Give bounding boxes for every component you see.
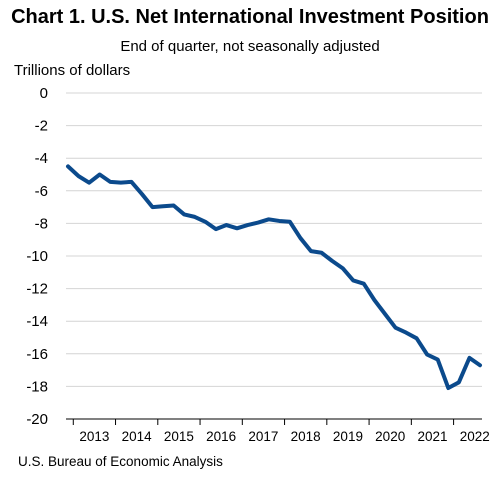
x-tick-label: 2021 <box>417 429 447 444</box>
x-tick-label: 2018 <box>291 429 321 444</box>
x-tick-label: 2019 <box>333 429 363 444</box>
y-tick-label: -2 <box>35 118 48 135</box>
y-axis-label: Trillions of dollars <box>14 62 131 79</box>
y-axis-ticks: 0 -2 -4 -6 -8 -10 -12 -14 -16 -18 -20 <box>26 85 48 428</box>
y-tick-label: -6 <box>35 183 48 200</box>
y-tick-label: -10 <box>26 248 48 265</box>
x-tick-label: 2014 <box>122 429 153 444</box>
y-tick-label: 0 <box>40 85 48 102</box>
y-tick-label: -8 <box>35 215 48 232</box>
series-group <box>66 164 482 391</box>
y-tick-label: -16 <box>26 346 48 363</box>
y-tick-label: -4 <box>35 150 48 167</box>
chart-subtitle: End of quarter, not seasonally adjusted <box>120 38 380 55</box>
y-tick-label: -14 <box>26 313 48 330</box>
x-tick-label: 2016 <box>206 429 236 444</box>
x-tick-label: 2017 <box>248 429 278 444</box>
source-note: U.S. Bureau of Economic Analysis <box>18 454 223 469</box>
x-tick-label: 2013 <box>79 429 109 444</box>
gridlines <box>66 92 482 387</box>
x-tick-label: 2022 <box>460 429 490 444</box>
y-tick-label: -20 <box>26 411 48 428</box>
y-tick-label: -12 <box>26 281 48 298</box>
chart-title: Chart 1. U.S. Net International Investme… <box>11 6 489 28</box>
x-tick-label: 2020 <box>375 429 405 444</box>
x-axis: 2013 2014 2015 2016 2017 2018 2019 2020 2021 2022 <box>66 418 490 444</box>
y-tick-label: -18 <box>26 378 48 395</box>
x-tick-label: 2015 <box>164 429 194 444</box>
series-line <box>66 164 482 391</box>
